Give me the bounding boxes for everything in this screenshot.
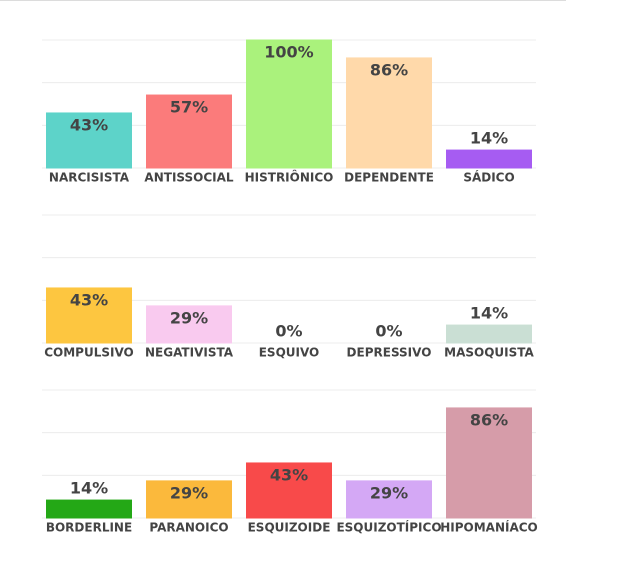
category-label: BORDERLINE <box>46 521 132 535</box>
category-label: SÁDICO <box>463 170 514 185</box>
category-label: ESQUIZOTÍPICO <box>336 520 441 535</box>
bar <box>146 94 232 169</box>
value-label: 14% <box>470 129 508 148</box>
value-label: 86% <box>470 410 508 429</box>
category-label: PARANOICO <box>149 521 228 535</box>
category-label: HISTRIÔNICO <box>245 170 334 185</box>
value-label: 43% <box>70 115 108 134</box>
bar <box>446 149 532 169</box>
category-label: HIPOMANÍACO <box>440 520 538 535</box>
value-label: 0% <box>375 322 402 341</box>
value-label: 100% <box>264 43 313 62</box>
bar <box>46 112 132 169</box>
category-label: ESQUIVO <box>259 346 320 360</box>
category-label: DEPENDENTE <box>344 171 434 185</box>
value-label: 86% <box>370 60 408 79</box>
value-label: 14% <box>70 479 108 498</box>
bar <box>446 407 532 519</box>
bar <box>346 480 432 519</box>
value-label: 43% <box>270 465 308 484</box>
category-label: DEPRESSIVO <box>347 346 432 360</box>
bar <box>446 324 532 344</box>
value-label: 0% <box>275 322 302 341</box>
category-label: ANTISSOCIAL <box>144 171 233 185</box>
category-label: ESQUIZOIDE <box>248 521 331 535</box>
category-label: NARCISISTA <box>49 171 130 185</box>
category-label: NEGATIVISTA <box>145 346 234 360</box>
bar <box>46 499 132 519</box>
category-label: COMPULSIVO <box>44 346 134 360</box>
value-label: 29% <box>170 308 208 327</box>
bar <box>146 305 232 344</box>
value-label: 29% <box>170 483 208 502</box>
value-label: 43% <box>70 290 108 309</box>
category-label: MASOQUISTA <box>444 346 534 360</box>
value-label: 29% <box>370 483 408 502</box>
value-label: 57% <box>170 98 208 117</box>
bar <box>146 480 232 519</box>
bar <box>46 287 132 344</box>
value-label: 14% <box>470 304 508 323</box>
bar <box>246 462 332 519</box>
bar <box>246 39 332 169</box>
bar <box>346 57 432 169</box>
